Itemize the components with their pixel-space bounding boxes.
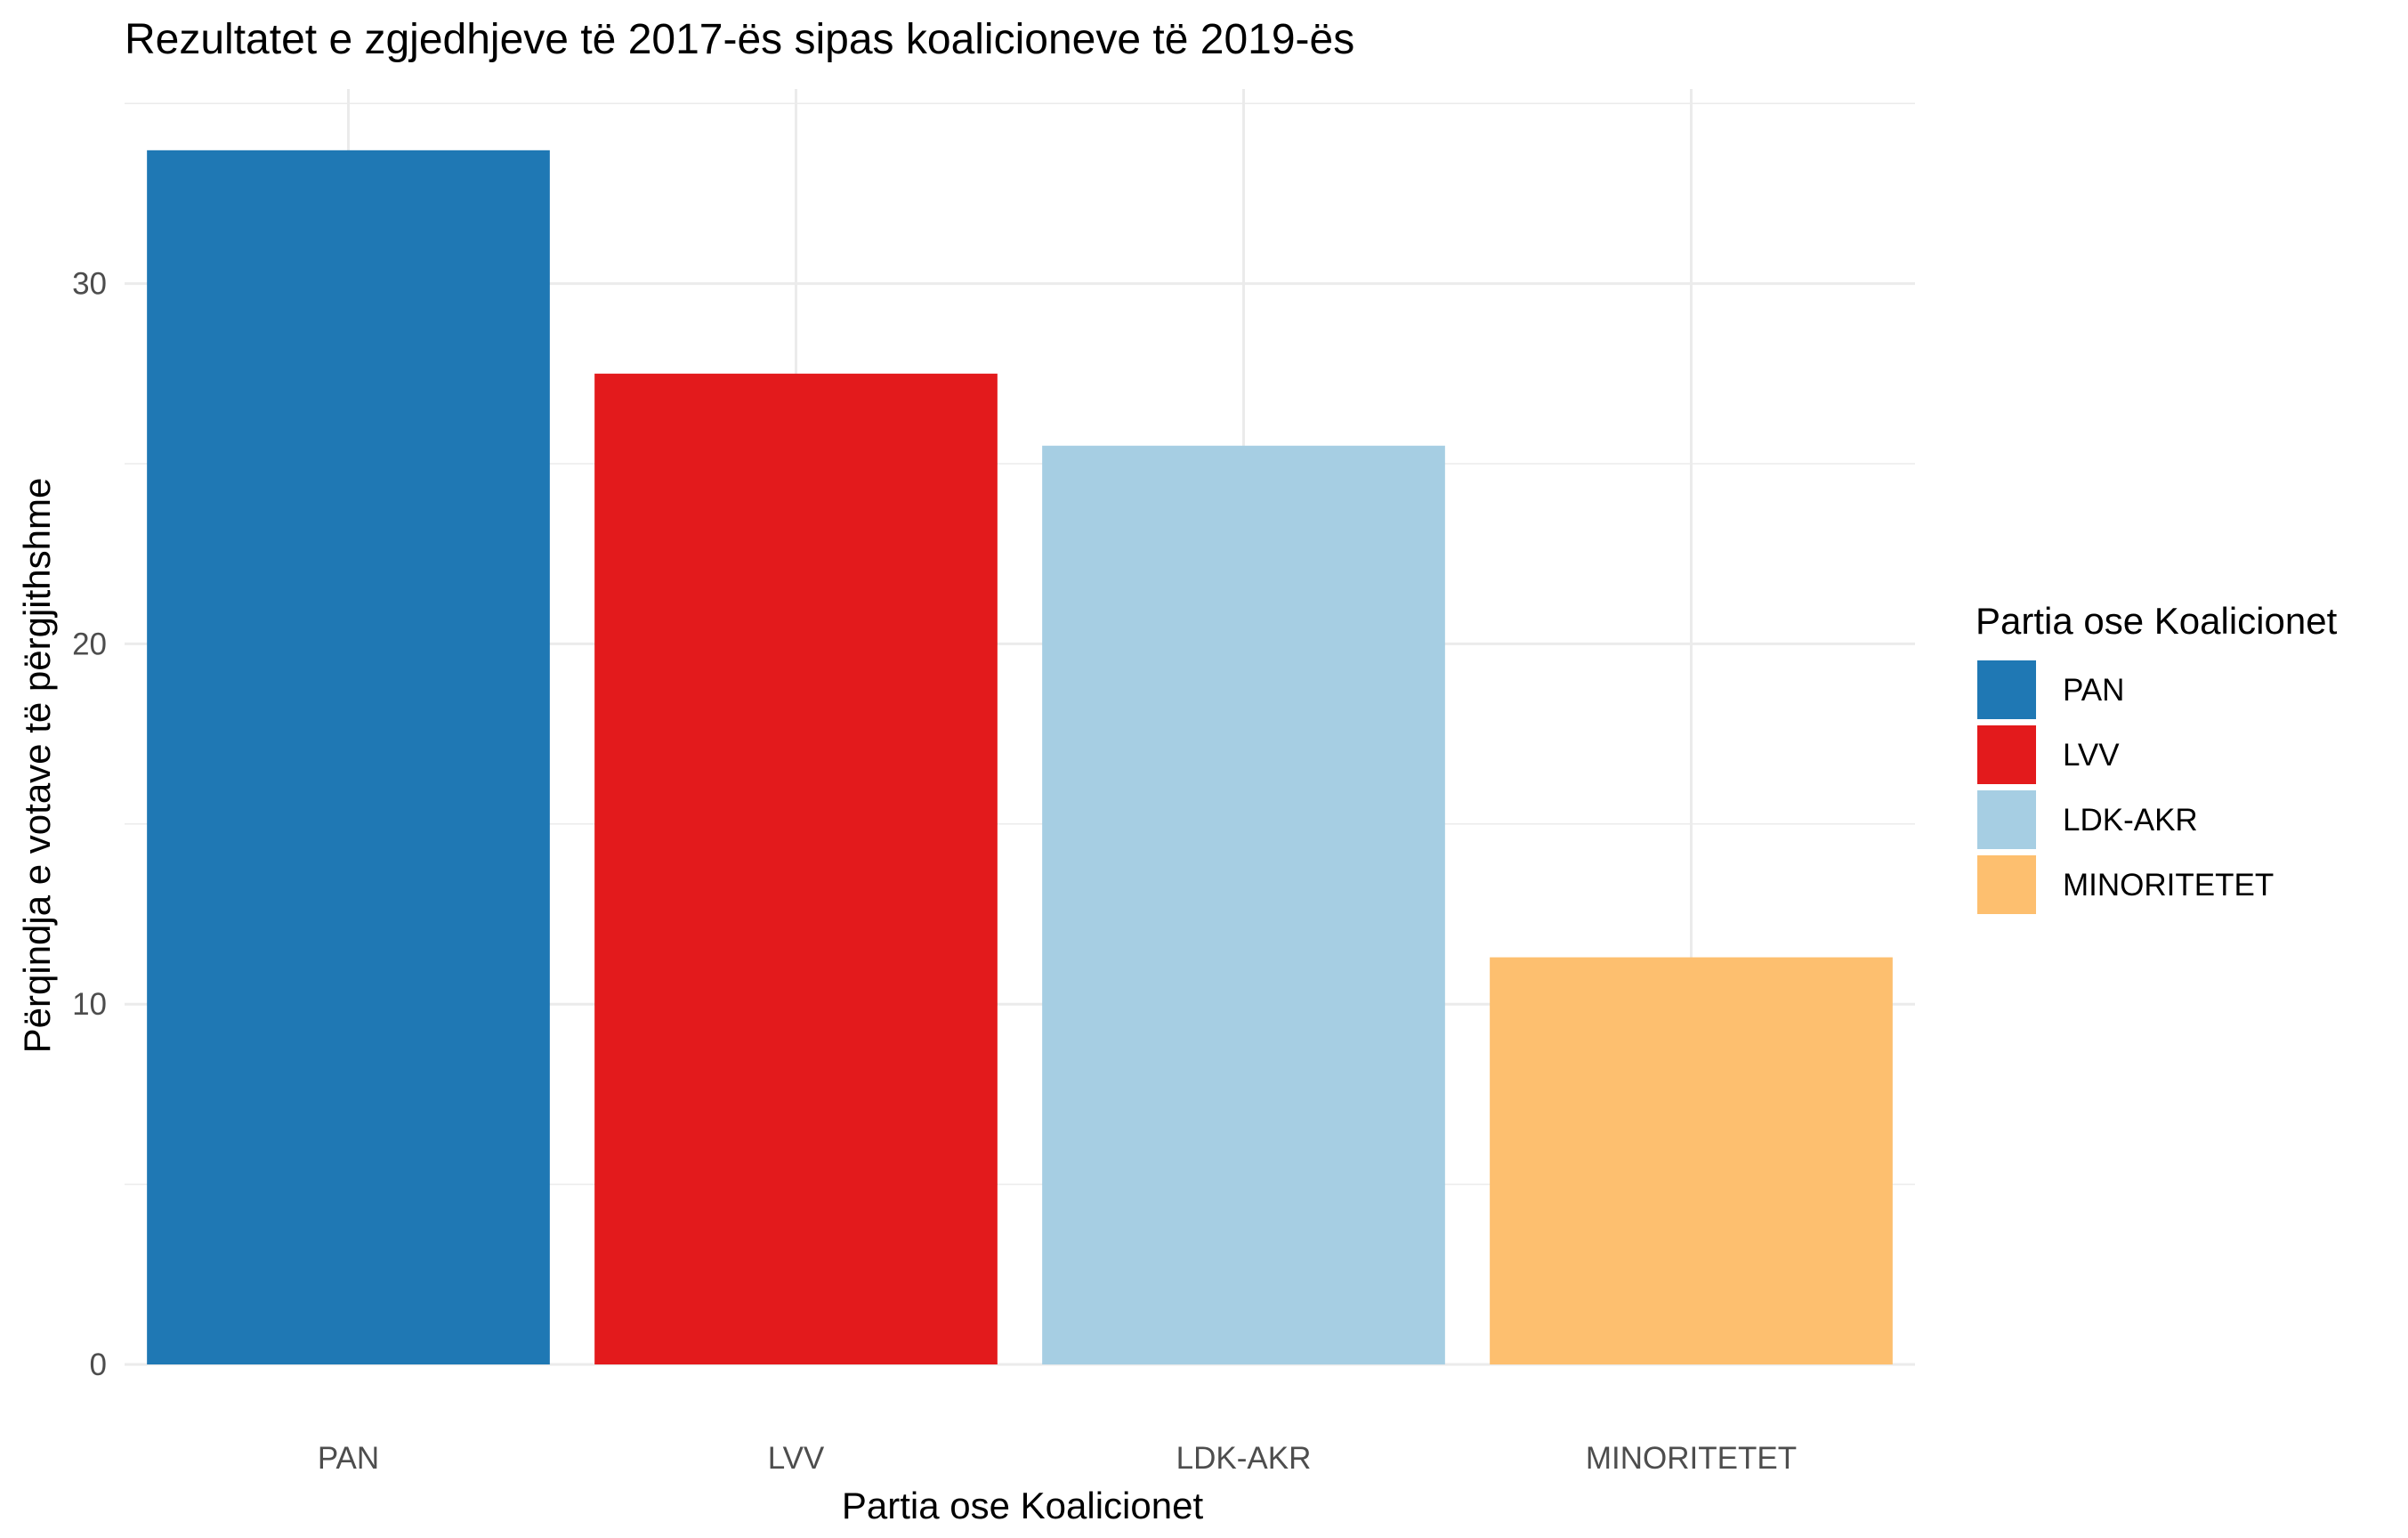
legend-key-pan bbox=[1977, 660, 2036, 719]
bar-ldk-akr bbox=[1042, 445, 1445, 1364]
legend-title: Partia ose Koalicionet bbox=[1976, 600, 2338, 642]
y-tick-label: 20 bbox=[72, 627, 107, 661]
x-axis-title: Partia ose Koalicionet bbox=[842, 1485, 1204, 1526]
y-tick-label: 10 bbox=[72, 987, 107, 1022]
x-tick-label: MINORITETET bbox=[1586, 1441, 1797, 1476]
bars bbox=[147, 150, 1893, 1364]
legend-label: MINORITETET bbox=[2063, 868, 2274, 903]
chart-title: Rezultatet e zgjedhjeve të 2017-ës sipas… bbox=[125, 16, 1354, 63]
x-tick-label: PAN bbox=[318, 1441, 379, 1476]
bar-pan bbox=[147, 150, 550, 1364]
y-axis-title: Përqindja e votave të përgjithshme bbox=[16, 478, 58, 1054]
legend-key-ldk-akr bbox=[1977, 790, 2036, 849]
y-tick-label: 0 bbox=[90, 1348, 107, 1382]
legend-key-lvv bbox=[1977, 725, 2036, 784]
bar-minoritetet bbox=[1490, 957, 1893, 1364]
x-axis-ticks: PAN LVV LDK-AKR MINORITETET bbox=[318, 1441, 1797, 1476]
x-tick-label: LVV bbox=[768, 1441, 825, 1476]
legend: Partia ose Koalicionet PAN LVV LDK-AKR MINO… bbox=[1976, 600, 2338, 914]
legend-key-minoritetet bbox=[1977, 855, 2036, 914]
y-axis-ticks: 0 10 20 30 bbox=[72, 267, 107, 1382]
x-tick-label: LDK-AKR bbox=[1176, 1441, 1312, 1476]
legend-label: PAN bbox=[2063, 673, 2124, 708]
bar-lvv bbox=[594, 373, 998, 1364]
legend-label: LVV bbox=[2063, 738, 2120, 773]
y-tick-label: 30 bbox=[72, 267, 107, 302]
legend-label: LDK-AKR bbox=[2063, 803, 2198, 838]
